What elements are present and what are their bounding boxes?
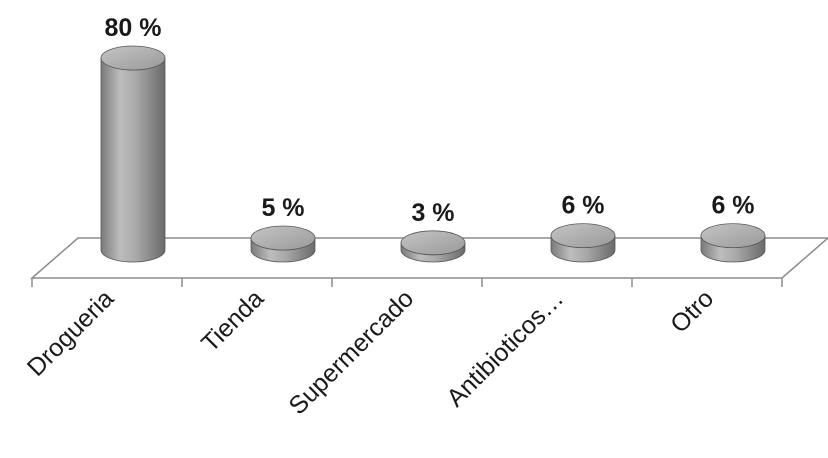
- bar-otro: [700, 223, 766, 263]
- data-label: 5 %: [261, 194, 304, 222]
- data-label: 80 %: [105, 14, 162, 42]
- data-label: 6 %: [561, 192, 604, 220]
- category-label: Drogueria: [22, 284, 119, 381]
- data-label: 3 %: [411, 199, 454, 227]
- bar-cap: [400, 230, 466, 256]
- bar-drogueria: [100, 45, 166, 263]
- bars-group: [100, 45, 766, 263]
- bar-antibioticos: [550, 223, 616, 263]
- category-label: Tienda: [196, 284, 269, 357]
- data-label: 6 %: [711, 192, 754, 220]
- bar-cap: [700, 223, 766, 249]
- x-axis-ticks: [31, 278, 783, 287]
- bar-tienda: [250, 225, 316, 263]
- category-labels-group: Drogueria Tienda Supermercado Antibioticos……: [22, 284, 719, 420]
- category-label: Antibioticos…: [441, 284, 569, 412]
- bar-body: [100, 57, 166, 263]
- category-label: Otro: [665, 284, 719, 338]
- bar-cap: [550, 223, 616, 249]
- category-label: Supermercado: [283, 284, 419, 420]
- bar-cap: [250, 225, 316, 251]
- value-labels-group: 80 % 5 % 3 % 6 % 6 %: [105, 14, 755, 227]
- bar-supermercado: [400, 230, 466, 263]
- bar-cap: [100, 45, 166, 71]
